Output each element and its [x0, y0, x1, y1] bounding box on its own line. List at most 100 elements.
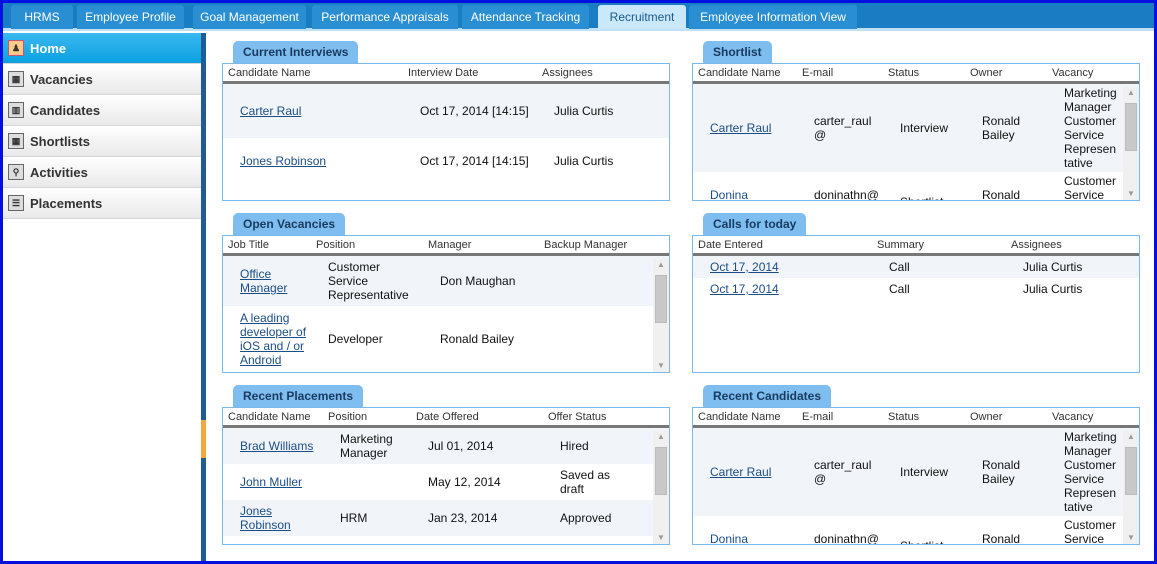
table-cell: Julia Curtis: [537, 104, 657, 118]
column-header[interactable]: Offer Status: [548, 411, 607, 423]
cell-text: Call: [889, 260, 910, 274]
candidate-link[interactable]: Carter Raul: [710, 121, 772, 135]
table-cell: Donina Thompson: [693, 188, 797, 201]
column-header[interactable]: Manager: [428, 239, 472, 251]
table-row[interactable]: Carter Raul Oct 17, 2014 [14:15] Julia Cur…: [223, 84, 669, 138]
sidebar-item-home[interactable]: ♟ Home: [3, 33, 201, 64]
cell-text: doninathn@e: [814, 532, 879, 545]
sidebar-item-shortlists[interactable]: ▦ Shortlists: [3, 126, 201, 157]
column-header[interactable]: Vacancy: [1052, 411, 1094, 423]
table-row[interactable]: Carter Raul carter_raul@ Interview Ronald B…: [693, 84, 1139, 172]
cell-text: Ronald Bailey: [982, 458, 1021, 486]
column-header[interactable]: Candidate Name: [698, 67, 781, 79]
column-header[interactable]: Date Offered: [416, 411, 479, 423]
table-cell: Shortlist: [883, 195, 965, 200]
cell-text: carter_raul@: [814, 458, 872, 486]
scroll-down-icon[interactable]: ▼: [1127, 533, 1135, 542]
column-header[interactable]: Candidate Name: [228, 411, 311, 423]
cell-text: carter_raul@: [814, 114, 872, 142]
vertical-scrollbar[interactable]: ▲ ▼: [653, 259, 669, 372]
tab-attendance-tracking[interactable]: Attendance Tracking: [462, 5, 589, 29]
table-row[interactable]: Oct 17, 2014 Call Julia Curtis: [693, 256, 1139, 278]
scroll-up-icon[interactable]: ▲: [1127, 88, 1135, 97]
table-row[interactable]: Office Manager Customer Service Represent…: [223, 256, 669, 306]
table-cell: Marketing Manager Customer Service Repre…: [1047, 430, 1119, 514]
column-header[interactable]: Vacancy: [1052, 67, 1094, 79]
candidate-link[interactable]: Jones Robinson: [240, 504, 291, 532]
candidate-link[interactable]: Jones Robinson: [240, 154, 327, 168]
scroll-up-icon[interactable]: ▲: [1127, 432, 1135, 441]
cell-text: Ronald Bailey: [982, 114, 1021, 142]
candidates-icon: ▥: [8, 102, 24, 118]
column-header[interactable]: Position: [316, 239, 356, 251]
sidebar-splitter[interactable]: [201, 33, 206, 561]
sidebar-item-placements[interactable]: ☰ Placements: [3, 188, 201, 219]
candidate-link[interactable]: Donina Thompson: [710, 188, 749, 201]
scroll-up-icon[interactable]: ▲: [657, 260, 665, 269]
scroll-thumb[interactable]: [1125, 103, 1137, 151]
table-cell: Hired: [543, 439, 633, 453]
sidebar-item-activities[interactable]: ⚲ Activities: [3, 157, 201, 188]
tab-recruitment[interactable]: Recruitment: [598, 5, 686, 29]
table-row[interactable]: Oct 17, 2014 Call Julia Curtis: [693, 278, 1139, 300]
table-cell: Carter Raul: [223, 104, 403, 118]
column-header[interactable]: Date Entered: [698, 239, 763, 251]
table-row[interactable]: Brad Williams Marketing Manager Jul 01, 20…: [223, 428, 669, 464]
cell-text: Jan 23, 2014: [428, 511, 498, 525]
candidate-link[interactable]: Donina Thompson: [710, 532, 749, 545]
vertical-scrollbar[interactable]: ▲ ▼: [1123, 87, 1139, 200]
tab-goal-management[interactable]: Goal Management: [193, 5, 306, 29]
cell-text: Customer Service Representative: [1064, 174, 1117, 201]
candidate-link[interactable]: Brad Williams: [240, 439, 314, 453]
shortlist-panel: Shortlist Candidate Name E-mail Status Owner…: [692, 41, 1140, 201]
scroll-thumb[interactable]: [655, 275, 667, 323]
column-header[interactable]: Backup Manager: [544, 239, 628, 251]
table-row[interactable]: Donina Thompson doninathn@e Shortlist Ronal…: [693, 516, 1139, 545]
column-header[interactable]: Job Title: [228, 239, 269, 251]
column-header[interactable]: Owner: [970, 411, 1003, 423]
table-row[interactable]: A leading developer of iOS and / or Andr…: [223, 306, 669, 372]
column-header[interactable]: Status: [888, 411, 920, 423]
column-header[interactable]: E-mail: [802, 411, 834, 423]
candidate-link[interactable]: Carter Raul: [240, 104, 302, 118]
sidebar-item-candidates[interactable]: ▥ Candidates: [3, 95, 201, 126]
column-header[interactable]: Summary: [877, 239, 925, 251]
candidate-link[interactable]: Carter Raul: [710, 465, 772, 479]
candidate-link[interactable]: A leading developer of iOS and / or Andr…: [240, 311, 307, 367]
table-row[interactable]: Jones Robinson Oct 17, 2014 [14:15] Julia …: [223, 138, 669, 184]
sidebar-item-vacancies[interactable]: ▦ Vacancies: [3, 64, 201, 95]
tab-hrms[interactable]: HRMS: [11, 5, 73, 29]
scroll-thumb[interactable]: [655, 447, 667, 495]
candidate-link[interactable]: Oct 17, 2014: [710, 260, 779, 274]
table-row[interactable]: Jones Robinson HRM Jan 23, 2014 Approved: [223, 500, 669, 536]
cell-text: Interview: [900, 465, 949, 479]
scroll-thumb[interactable]: [1125, 447, 1137, 495]
collapse-handle[interactable]: [201, 420, 206, 458]
table-row[interactable]: Donina Thompson doninathn@e Shortlist Ronal…: [693, 172, 1139, 201]
table-row[interactable]: John Muller May 12, 2014 Saved as draft: [223, 464, 669, 500]
tab-employee-information-view[interactable]: Employee Information View: [689, 5, 857, 29]
cell-text: Hired: [560, 439, 589, 453]
column-header[interactable]: E-mail: [802, 67, 834, 79]
scroll-down-icon[interactable]: ▼: [1127, 189, 1135, 198]
column-header[interactable]: Candidate Name: [228, 67, 311, 79]
vertical-scrollbar[interactable]: ▲ ▼: [653, 431, 669, 544]
column-header[interactable]: Assignees: [542, 67, 593, 79]
column-header[interactable]: Candidate Name: [698, 411, 781, 423]
tab-employee-profile[interactable]: Employee Profile: [77, 5, 184, 29]
column-header[interactable]: Assignees: [1011, 239, 1062, 251]
candidate-link[interactable]: Office Manager: [240, 267, 288, 295]
column-header[interactable]: Position: [328, 411, 368, 423]
column-header[interactable]: Interview Date: [408, 67, 479, 79]
vertical-scrollbar[interactable]: ▲ ▼: [1123, 431, 1139, 544]
tab-performance-appraisals[interactable]: Performance Appraisals: [312, 5, 458, 29]
scroll-up-icon[interactable]: ▲: [657, 432, 665, 441]
column-header[interactable]: Owner: [970, 67, 1003, 79]
scroll-down-icon[interactable]: ▼: [657, 533, 665, 542]
candidate-link[interactable]: Oct 17, 2014: [710, 282, 779, 296]
column-header[interactable]: Status: [888, 67, 920, 79]
candidate-link[interactable]: John Muller: [240, 475, 303, 489]
sidebar-item-label: Shortlists: [30, 133, 90, 149]
table-row[interactable]: Carter Raul carter_raul@ Interview Ronald B…: [693, 428, 1139, 516]
scroll-down-icon[interactable]: ▼: [657, 361, 665, 370]
